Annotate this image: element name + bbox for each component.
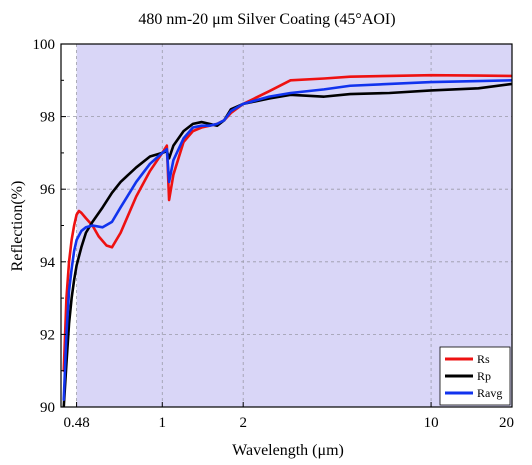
y-axis-label: Reflection(%) — [9, 181, 26, 272]
series-line-rp — [62, 82, 512, 407]
legend: Rs Rp Ravg — [439, 346, 511, 406]
chart-title: 480 nm-20 μm Silver Coating (45°AOI) — [138, 11, 395, 28]
series-layer — [62, 73, 512, 407]
x-tick-label: 20 — [499, 415, 514, 431]
x-tick-label: 2 — [239, 415, 247, 431]
legend-label-ravg: Ravg — [477, 386, 502, 400]
y-tick-label: 90 — [40, 400, 55, 416]
series-line-ravg — [62, 79, 512, 402]
x-axis-label: Wavelength (μm) — [232, 442, 344, 459]
legend-label-rs: Rs — [477, 352, 490, 366]
x-tick-label: 0.48 — [63, 415, 89, 431]
x-tick-label: 1 — [159, 415, 167, 431]
shaded-region-layer — [76, 44, 512, 407]
y-tick-label: 98 — [40, 110, 55, 126]
y-tick-label: 94 — [40, 255, 56, 271]
y-tick-label: 96 — [40, 182, 56, 198]
legend-label-rp: Rp — [477, 369, 491, 383]
y-tick-label: 100 — [33, 37, 56, 53]
y-tick-label: 92 — [40, 327, 55, 343]
tick-layer: 90 92 94 96 98 100 0.48 1 2 10 20 — [33, 37, 515, 431]
shaded-region — [76, 44, 512, 407]
x-tick-label: 10 — [424, 415, 439, 431]
